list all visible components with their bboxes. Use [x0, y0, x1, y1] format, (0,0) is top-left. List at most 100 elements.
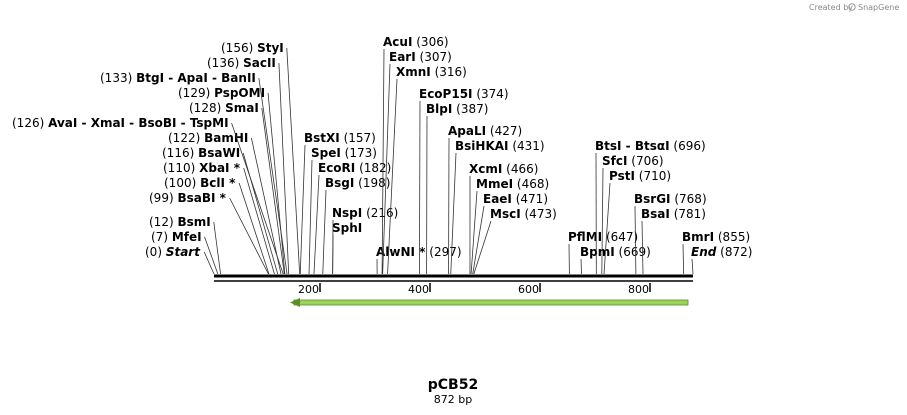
- site-label: (12) BsmI: [149, 215, 211, 229]
- site-label: XmnI (316): [396, 65, 467, 79]
- site-bsai[interactable]: BsaI (781): [641, 207, 706, 275]
- site-leader: [382, 63, 391, 275]
- site-bsgi[interactable]: BsgI (198): [322, 176, 391, 275]
- site-bsmi[interactable]: (12) BsmI: [149, 215, 221, 275]
- site-position: (696): [673, 139, 705, 153]
- site-position: (133): [100, 71, 132, 85]
- site-position: (781): [674, 207, 706, 221]
- site-name: BsrGI: [634, 192, 671, 206]
- site-label: (110) XbaI *: [163, 161, 241, 175]
- site-eari[interactable]: EarI (307): [382, 50, 452, 275]
- site-name: BsaWI: [198, 146, 240, 160]
- site-leader: [238, 182, 270, 275]
- site-name: BsmI: [177, 215, 210, 229]
- site-label: EaeI (471): [483, 192, 548, 206]
- site-mfei[interactable]: (7) MfeI: [151, 230, 219, 275]
- site-name: XbaI *: [199, 161, 241, 175]
- arrow-head-left-icon: [290, 298, 300, 307]
- site-ecop15i[interactable]: EcoP15I (374): [419, 87, 509, 275]
- site-leader: [601, 167, 604, 275]
- site-start[interactable]: (0) Start: [145, 245, 215, 275]
- site-leader: [286, 47, 301, 275]
- site-label: BstXI (157): [304, 131, 376, 145]
- site-sacii[interactable]: (136) SacII: [207, 56, 290, 275]
- site-xbai[interactable]: (110) XbaI *: [163, 161, 275, 275]
- site-xcmi[interactable]: XcmI (466): [469, 162, 538, 275]
- site-pflmi[interactable]: PflMI (647): [568, 230, 638, 275]
- site-xmni[interactable]: XmnI (316): [387, 65, 467, 275]
- site-apali[interactable]: ApaLI (427): [448, 124, 522, 275]
- site-leader: [419, 100, 421, 275]
- site-msci[interactable]: MscI (473): [473, 207, 557, 275]
- site-leader: [258, 77, 288, 275]
- site-end[interactable]: End (872): [691, 245, 752, 275]
- site-bsrgi[interactable]: BsrGI (768): [634, 192, 707, 275]
- site-name: ApaLI: [448, 124, 486, 138]
- site-name: BsaBI *: [177, 191, 226, 205]
- site-leader: [250, 137, 282, 275]
- site-btgi[interactable]: (133) BtgI - ApaI - BanII: [100, 71, 288, 275]
- site-sfci[interactable]: SfcI (706): [601, 154, 664, 275]
- site-label: EcoP15I (374): [419, 87, 509, 101]
- site-leader: [231, 122, 284, 275]
- site-eaei[interactable]: EaeI (471): [472, 192, 548, 275]
- plasmid-length: 872 bp: [434, 393, 472, 406]
- site-name: XmnI: [396, 65, 431, 79]
- site-acui[interactable]: AcuI (306): [381, 35, 449, 275]
- site-bpmi[interactable]: BpmI (669): [580, 245, 651, 275]
- tick-label-800: 800: [628, 283, 649, 296]
- site-name: BsiHKAI: [455, 139, 509, 153]
- site-label: (116) BsaWI: [162, 146, 240, 160]
- site-styi[interactable]: (156) StyI: [221, 41, 301, 275]
- site-leader: [213, 221, 221, 275]
- site-btsi[interactable]: BtsI - BtsαI (696): [595, 139, 706, 275]
- site-name: SphI: [332, 221, 362, 235]
- site-name: BstXI: [304, 131, 340, 145]
- site-psti[interactable]: PstI (710): [603, 169, 671, 275]
- site-mmei[interactable]: MmeI (468): [470, 177, 549, 275]
- site-position: (157): [344, 131, 376, 145]
- snapgene-logo-icon: [848, 3, 856, 11]
- site-bamhi[interactable]: (122) BamHI: [168, 131, 282, 275]
- site-position: (0): [145, 245, 162, 259]
- site-name: EcoP15I: [419, 87, 473, 101]
- site-bcli[interactable]: (100) BclI *: [164, 176, 270, 275]
- site-smai[interactable]: (128) SmaI: [189, 101, 285, 275]
- site-pspomi[interactable]: (129) PspOMI: [178, 86, 286, 275]
- site-label: EarI (307): [389, 50, 452, 64]
- site-bmri[interactable]: BmrI (855): [682, 230, 750, 275]
- site-label: BsaI (781): [641, 207, 706, 221]
- site-bstxi[interactable]: BstXI (157): [299, 131, 376, 275]
- site-bsihkai[interactable]: BsiHKAI (431): [450, 139, 545, 275]
- site-label: SpeI (173): [311, 146, 377, 160]
- site-leader: [387, 78, 398, 275]
- site-label: (126) AvaI - XmaI - BsoBI - TspMI: [12, 116, 229, 130]
- site-name: StyI: [257, 41, 284, 55]
- feature-arrow[interactable]: [290, 298, 689, 307]
- site-name: BamHI: [204, 131, 248, 145]
- site-bsabi[interactable]: (99) BsaBI *: [149, 191, 269, 275]
- site-name: SpeI: [311, 146, 341, 160]
- site-name: BmrI: [682, 230, 714, 244]
- site-label: PflMI (647): [568, 230, 638, 244]
- site-position: (136): [207, 56, 239, 70]
- site-leader: [682, 243, 685, 275]
- site-spei[interactable]: SpeI (173): [308, 146, 377, 275]
- site-label: (133) BtgI - ApaI - BanII: [100, 71, 256, 85]
- site-avai[interactable]: (126) AvaI - XmaI - BsoBI - TspMI: [12, 116, 284, 275]
- site-leader: [450, 152, 457, 275]
- site-label: XcmI (466): [469, 162, 538, 176]
- site-position: (374): [476, 87, 508, 101]
- site-position: (473): [525, 207, 557, 221]
- site-blpi[interactable]: BlpI (387): [426, 102, 488, 275]
- site-position: (669): [619, 245, 651, 259]
- site-name: BpmI: [580, 245, 615, 259]
- site-leader: [203, 251, 215, 275]
- site-label: EcoRI (182): [318, 161, 391, 175]
- site-name: MscI: [490, 207, 521, 221]
- site-sphi[interactable]: SphI: [332, 221, 362, 275]
- site-name: PstI: [609, 169, 635, 183]
- site-name: MmeI: [476, 177, 513, 191]
- site-leader: [243, 167, 275, 275]
